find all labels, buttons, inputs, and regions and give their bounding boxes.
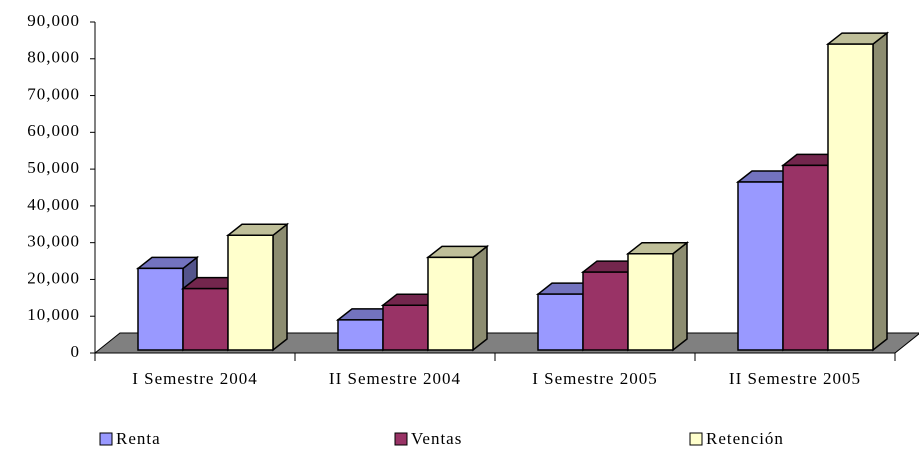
legend-swatch bbox=[394, 432, 408, 446]
y-tick-label: 80,000 bbox=[27, 48, 80, 67]
bar-face bbox=[382, 304, 429, 351]
bar-face bbox=[537, 293, 584, 351]
bar-face bbox=[672, 241, 688, 352]
bar-face bbox=[137, 267, 184, 351]
y-tick-label: 20,000 bbox=[27, 268, 80, 287]
bar bbox=[825, 31, 890, 352]
y-tick-label: 50,000 bbox=[27, 158, 80, 177]
bar-face bbox=[337, 319, 384, 351]
y-tick-label: 70,000 bbox=[27, 84, 80, 103]
y-tick-label: 60,000 bbox=[27, 121, 80, 140]
bar-face bbox=[227, 234, 274, 351]
legend-label: Ventas bbox=[411, 429, 462, 448]
x-tick-label: II Semestre 2005 bbox=[729, 369, 861, 388]
y-tick-label: 0 bbox=[71, 342, 81, 361]
bar-face bbox=[427, 256, 474, 351]
legend-swatch bbox=[689, 432, 703, 446]
x-tick-label: I Semestre 2004 bbox=[132, 369, 257, 388]
bar bbox=[625, 241, 690, 352]
x-tick-label: I Semestre 2005 bbox=[532, 369, 657, 388]
y-tick-label: 30,000 bbox=[27, 232, 80, 251]
legend-swatch bbox=[99, 432, 113, 446]
bar-face bbox=[582, 271, 629, 351]
x-tick-label: II Semestre 2004 bbox=[329, 369, 461, 388]
y-tick-label: 10,000 bbox=[27, 305, 80, 324]
y-tick-label: 40,000 bbox=[27, 195, 80, 214]
bar-face bbox=[472, 244, 488, 352]
bar bbox=[225, 222, 290, 352]
bar-face bbox=[737, 181, 784, 351]
legend-label: Renta bbox=[116, 429, 161, 448]
legend-label: Retención bbox=[706, 429, 784, 448]
bar bbox=[425, 244, 490, 352]
bar-face bbox=[272, 222, 288, 352]
y-tick-label: 90,000 bbox=[27, 11, 80, 30]
bar-face bbox=[627, 252, 674, 351]
bar-face bbox=[827, 43, 874, 351]
bar-face bbox=[182, 287, 229, 351]
bar-face bbox=[872, 31, 888, 352]
floor bbox=[93, 332, 919, 354]
bar-face bbox=[782, 164, 829, 351]
